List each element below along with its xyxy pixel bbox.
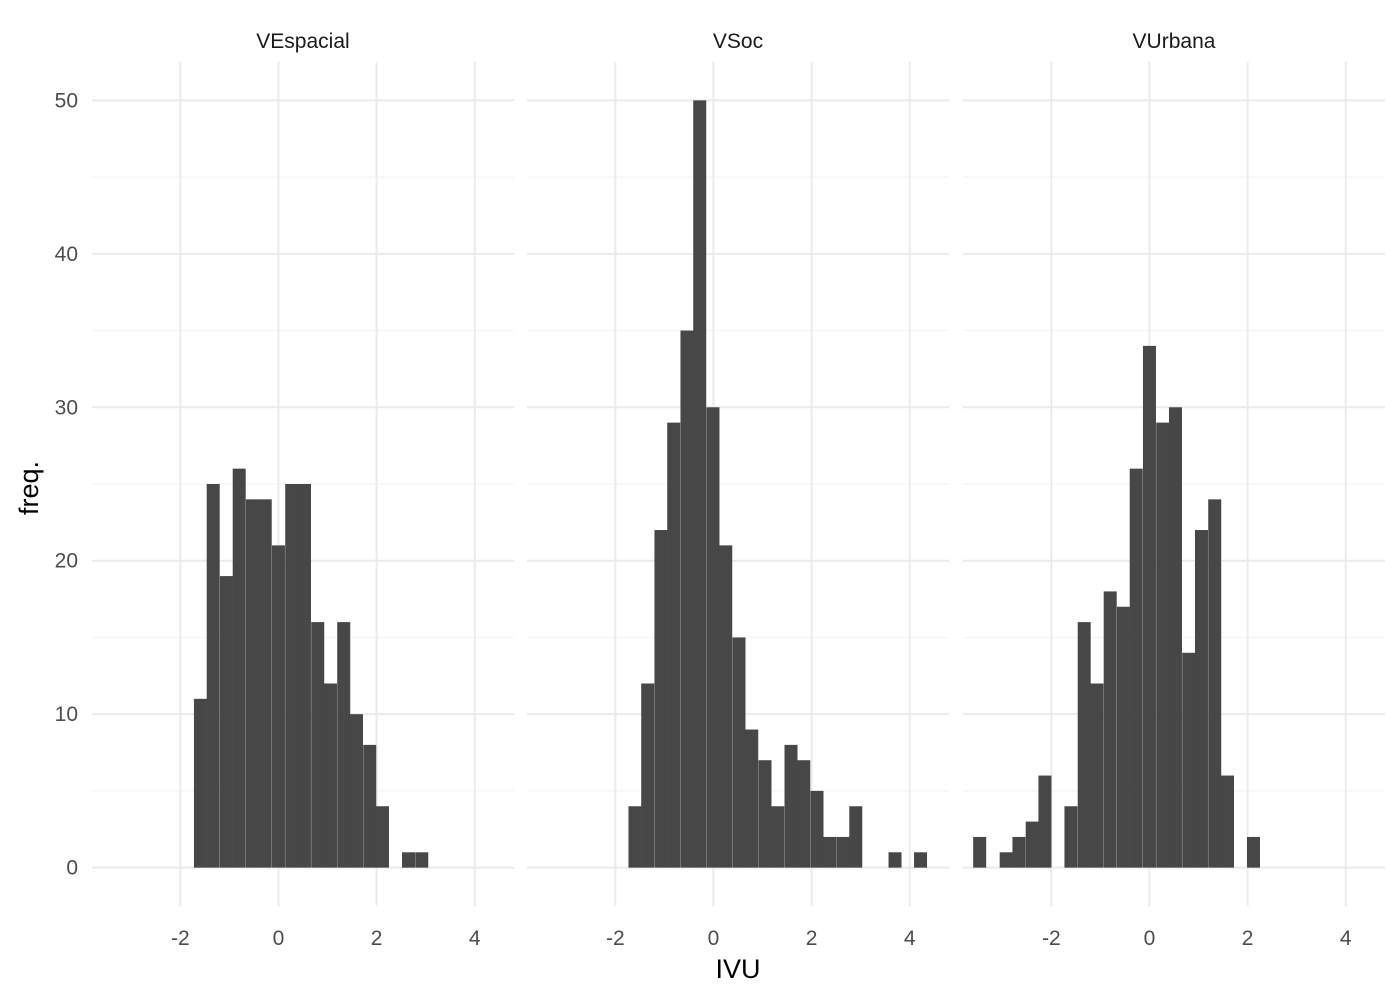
histogram-bar bbox=[1090, 683, 1104, 868]
histogram-bar bbox=[206, 484, 220, 868]
histogram-bar bbox=[888, 852, 902, 868]
histogram-bar bbox=[1142, 345, 1156, 868]
panel-vsoc: VSoc -2 0 2 4 bbox=[527, 30, 949, 950]
histogram-bar bbox=[654, 530, 668, 868]
x-tick-label: 2 bbox=[1242, 927, 1254, 950]
y-tick-label: 0 bbox=[66, 857, 78, 880]
histogram-bar bbox=[1129, 468, 1143, 868]
histogram-bar bbox=[1182, 652, 1196, 868]
panel-vespacial: VEspacial -2 0 2 4 bbox=[92, 30, 514, 950]
histogram-bar bbox=[297, 484, 311, 868]
histogram-bar bbox=[219, 576, 233, 868]
y-tick-label: 50 bbox=[55, 89, 78, 112]
histogram-bar bbox=[771, 806, 785, 868]
histogram-bar bbox=[810, 790, 824, 868]
histogram-bar bbox=[415, 852, 429, 868]
histogram-bar bbox=[232, 468, 246, 868]
histogram-bar bbox=[999, 852, 1013, 868]
histogram-bar bbox=[1077, 622, 1091, 868]
histogram-bar bbox=[784, 744, 798, 868]
histogram-bar bbox=[1025, 821, 1039, 868]
histogram-bar bbox=[245, 499, 259, 868]
histogram-bar bbox=[1012, 836, 1026, 868]
x-tick-label: 4 bbox=[469, 927, 481, 950]
histogram-bar bbox=[401, 852, 416, 868]
histogram-bar bbox=[758, 760, 772, 868]
histogram-bar bbox=[1103, 591, 1117, 868]
histogram-bar bbox=[706, 407, 720, 868]
x-axis-title: IVU bbox=[715, 954, 760, 984]
histogram-bar bbox=[797, 760, 811, 868]
panels: VEspacial -2 0 2 4 VSoc -2 0 2 4 VUrbana -2 0 2 4 bbox=[92, 30, 1385, 950]
histogram-bar bbox=[628, 806, 642, 868]
histogram-bar bbox=[719, 545, 733, 868]
histogram-bar bbox=[680, 330, 694, 868]
x-tick-label: 4 bbox=[904, 927, 916, 950]
histogram-bar bbox=[914, 852, 928, 868]
x-tick-label: 2 bbox=[806, 927, 818, 950]
facet-strip-label: VSoc bbox=[713, 30, 763, 53]
histogram-bar bbox=[1168, 407, 1182, 868]
histogram-bar bbox=[271, 545, 285, 868]
histogram-bar bbox=[667, 422, 681, 868]
histogram-bar bbox=[1208, 499, 1222, 868]
x-tick-label: -2 bbox=[1042, 927, 1061, 950]
histogram-bar bbox=[311, 622, 325, 868]
x-tick-label: 0 bbox=[1144, 927, 1156, 950]
facet-strip-label: VEspacial bbox=[256, 30, 349, 53]
histogram-bar bbox=[823, 836, 837, 868]
histogram-bar bbox=[1220, 775, 1234, 868]
histogram-bar bbox=[1156, 422, 1170, 868]
histogram-bar bbox=[693, 100, 707, 868]
histogram-bar bbox=[641, 683, 655, 868]
x-tick-label: 2 bbox=[371, 927, 383, 950]
x-tick-label: -2 bbox=[606, 927, 625, 950]
histogram-bar bbox=[849, 806, 863, 868]
histogram-bar bbox=[193, 698, 207, 868]
y-axis-title: freq. bbox=[14, 461, 44, 515]
histogram-bar bbox=[1116, 606, 1130, 868]
histogram-bar bbox=[1064, 806, 1078, 868]
x-tick-label: 0 bbox=[273, 927, 285, 950]
histogram-bar bbox=[375, 806, 389, 868]
histogram-bar bbox=[732, 637, 746, 868]
x-tick-label: -2 bbox=[171, 927, 190, 950]
histogram-bar bbox=[323, 683, 337, 868]
histogram-bar bbox=[1038, 775, 1052, 868]
y-axis: 0 10 20 30 40 50 bbox=[55, 89, 78, 879]
histogram-bar bbox=[973, 836, 987, 868]
histogram-bar bbox=[1246, 836, 1260, 868]
histogram-bar bbox=[836, 836, 850, 868]
histogram-bar bbox=[349, 714, 363, 868]
y-tick-label: 10 bbox=[55, 703, 78, 726]
y-tick-label: 40 bbox=[55, 243, 78, 266]
histogram-bar bbox=[745, 729, 759, 868]
facet-strip-label: VUrbana bbox=[1133, 30, 1216, 53]
histogram-bar bbox=[285, 484, 299, 868]
x-tick-label: 4 bbox=[1340, 927, 1352, 950]
histogram-bar bbox=[337, 622, 351, 868]
y-tick-label: 20 bbox=[55, 550, 78, 573]
histogram-bar bbox=[363, 744, 377, 868]
panel-vurbana: VUrbana -2 0 2 4 bbox=[963, 30, 1385, 950]
histogram-bar bbox=[1194, 530, 1208, 868]
histogram-bar bbox=[258, 499, 272, 868]
y-tick-label: 30 bbox=[55, 396, 78, 419]
x-tick-label: 0 bbox=[708, 927, 720, 950]
